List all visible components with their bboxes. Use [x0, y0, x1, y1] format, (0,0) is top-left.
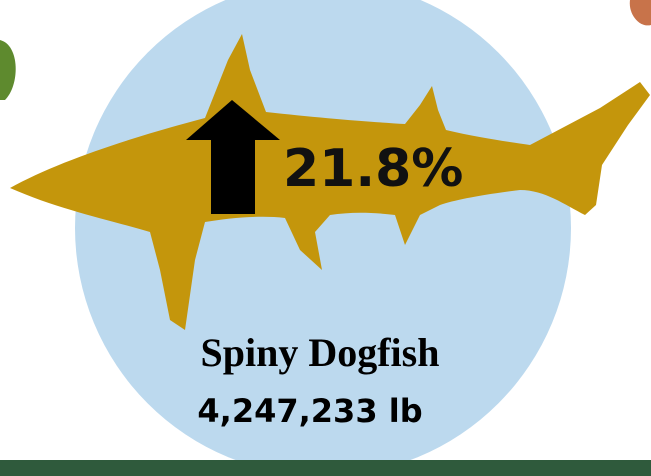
background-circle	[75, 0, 571, 476]
corner-decoration	[629, 0, 651, 26]
change-percent: 21.8%	[283, 139, 463, 199]
shark	[10, 34, 650, 330]
up-arrow	[186, 100, 280, 214]
landed-weight: 4,247,233 lb	[197, 392, 422, 430]
species-name: Spiny Dogfish	[201, 330, 440, 375]
leaf	[0, 40, 16, 100]
bottom-bar	[0, 460, 651, 476]
